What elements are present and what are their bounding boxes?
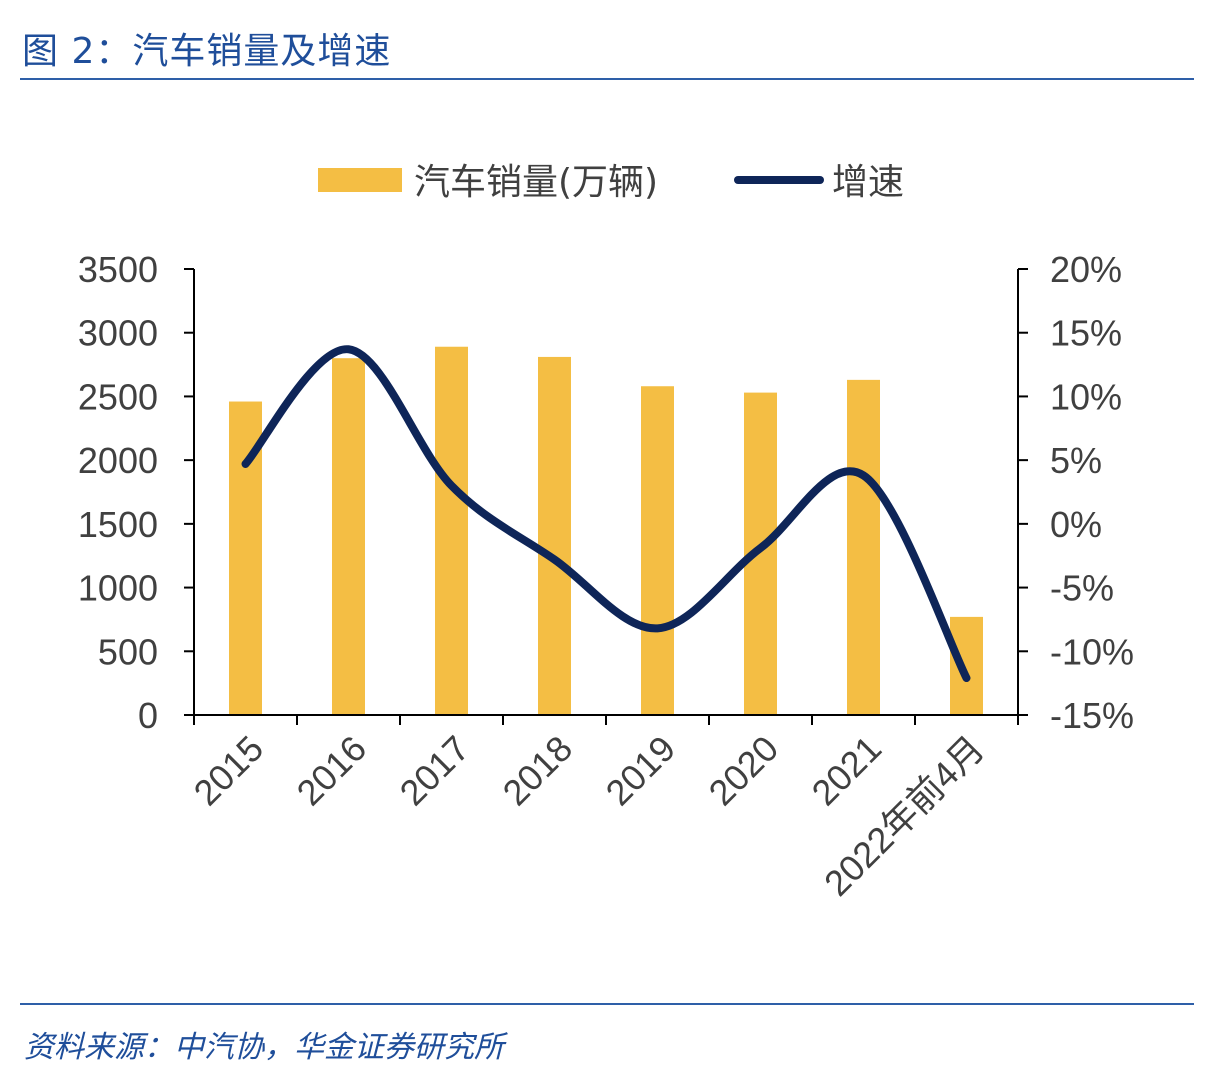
legend-label-line: 增速 — [832, 162, 904, 203]
source-note: 资料来源：中汽协，华金证券研究所 — [24, 1030, 504, 1065]
line-series — [241, 345, 971, 683]
bar-2021 — [847, 379, 880, 715]
left-tick-label: 2000 — [78, 440, 158, 481]
x-tick-label: 2015 — [186, 728, 272, 814]
right-tick-label: 5% — [1050, 440, 1102, 481]
x-tick-label: 2021 — [804, 728, 890, 814]
legend: 汽车销量(万辆) 增速 — [318, 162, 904, 203]
axes — [184, 268, 1028, 725]
left-tick-label: 2500 — [78, 376, 158, 417]
bar-2017 — [435, 346, 468, 715]
right-tick-label: 20% — [1050, 249, 1122, 290]
right-tick-label: -10% — [1050, 631, 1134, 672]
chart: 汽车销量(万辆) 增速 0 500 1000 1500 2000 2500 3000 3500… — [78, 162, 1134, 904]
bar-2019 — [641, 386, 674, 715]
legend-label-bar: 汽车销量(万辆) — [414, 162, 658, 203]
right-tick-label: -5% — [1050, 568, 1114, 609]
x-tick-label: 2016 — [289, 728, 375, 814]
right-tick-label: -15% — [1050, 695, 1134, 736]
left-tick-label: 500 — [98, 631, 158, 672]
right-tick-label: 10% — [1050, 376, 1122, 417]
bar-2022年前4月 — [950, 616, 983, 715]
left-tick-label: 3000 — [78, 313, 158, 354]
title-divider — [20, 78, 1194, 80]
left-tick-label: 1500 — [78, 504, 158, 545]
right-tick-label: 15% — [1050, 313, 1122, 354]
left-axis-labels: 0 500 1000 1500 2000 2500 3000 3500 — [78, 249, 158, 736]
legend-swatch-bar — [318, 168, 402, 192]
figure-title: 图 2：汽车销量及增速 — [22, 31, 392, 72]
bar-series — [229, 346, 983, 715]
x-tick-label: 2019 — [598, 728, 684, 814]
bar-2018 — [538, 356, 571, 715]
x-tick-label: 2017 — [392, 728, 478, 814]
bar-2016 — [332, 358, 365, 715]
x-tick-label: 2020 — [701, 728, 787, 814]
right-tick-label: 0% — [1050, 504, 1102, 545]
left-tick-label: 1000 — [78, 568, 158, 609]
left-tick-label: 3500 — [78, 249, 158, 290]
left-tick-label: 0 — [138, 695, 158, 736]
right-axis-labels: -15% -10% -5% 0% 5% 10% 15% 20% — [1050, 249, 1134, 736]
x-tick-label: 2018 — [495, 728, 581, 814]
source-divider — [20, 1003, 1194, 1005]
